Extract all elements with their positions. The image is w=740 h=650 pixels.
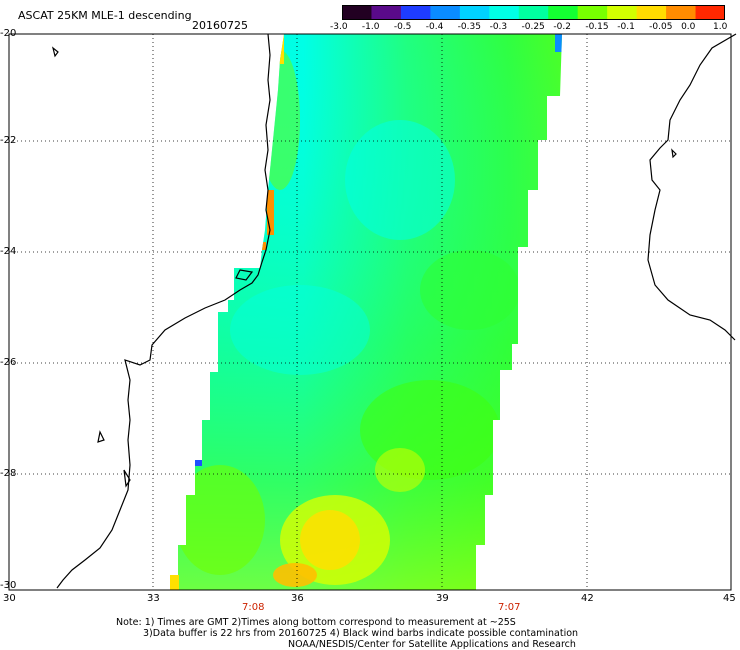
lat-label: -20 [0, 28, 17, 39]
colorbar-segment [636, 5, 667, 20]
lat-label: -30 [0, 580, 17, 591]
colorbar-segment [430, 5, 461, 20]
lat-label: -24 [0, 246, 17, 257]
colorbar-tick-label: -0.4 [425, 22, 444, 32]
coastline [51, 33, 737, 589]
colorbar [342, 5, 725, 20]
colorbar-segment [548, 5, 579, 20]
lon-label: 33 [147, 593, 160, 604]
colorbar-tick-label: -0.5 [393, 22, 412, 32]
colorbar-segment [371, 5, 402, 20]
colorbar-tick-label: -0.3 [489, 22, 508, 32]
plot-frame [8, 33, 732, 591]
colorbar-tick-label: -3.0 [330, 22, 348, 32]
lon-label: 45 [723, 593, 736, 604]
colorbar-tick-label: 1.0 [713, 22, 728, 32]
colorbar-tick-label: 0.0 [681, 22, 696, 32]
colorbar-tick-label: -0.35 [457, 22, 481, 32]
lon-label: 30 [3, 593, 16, 604]
colorbar-ticks: -3.0 -1.0 -0.5 -0.4 -0.35 -0.3 -0.25 -0.2 -0.15-… [330, 22, 740, 36]
colorbar-tick-label: -0.1 [617, 22, 635, 32]
footnote-line: 3)Data buffer is 22 hrs from 20160725 4)… [143, 628, 579, 639]
colorbar-segment [489, 5, 520, 20]
lat-label: -26 [0, 357, 17, 368]
colorbar-segment [400, 5, 431, 20]
colorbar-tick-label: -0.05 [649, 22, 673, 32]
colorbar-segment [518, 5, 549, 20]
map-date: 20160725 [192, 19, 248, 32]
colorbar-segment [577, 5, 608, 20]
map-title: ASCAT 25KM MLE-1 descending [18, 9, 192, 22]
footnote-line: NOAA/NESDIS/Center for Satellite Applica… [288, 639, 576, 650]
colorbar-segment [459, 5, 490, 20]
colorbar-segment [342, 5, 372, 20]
lat-label: -28 [0, 468, 17, 479]
colorbar-segment [666, 5, 697, 20]
lon-label: 36 [291, 593, 304, 604]
lon-label: 39 [436, 593, 449, 604]
wind-swath [170, 34, 562, 590]
colorbar-segment [695, 5, 725, 20]
colorbar-tick-label: -0.25 [521, 22, 545, 32]
footnote: Note: 1) Times are GMT 2)Times along bot… [116, 617, 578, 650]
lon-label: 42 [581, 593, 594, 604]
footnote-line: Note: 1) Times are GMT 2)Times along bot… [116, 617, 516, 628]
colorbar-segment [607, 5, 638, 20]
time-label: 7:08 [242, 602, 265, 613]
time-label: 7:07 [498, 602, 521, 613]
colorbar-tick-label: -0.15 [585, 22, 609, 32]
lat-label: -22 [0, 135, 17, 146]
colorbar-tick-label: -0.2 [553, 22, 571, 32]
colorbar-tick-label: -1.0 [361, 22, 380, 32]
